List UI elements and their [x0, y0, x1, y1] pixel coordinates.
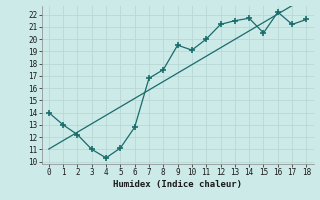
X-axis label: Humidex (Indice chaleur): Humidex (Indice chaleur) — [113, 180, 242, 189]
